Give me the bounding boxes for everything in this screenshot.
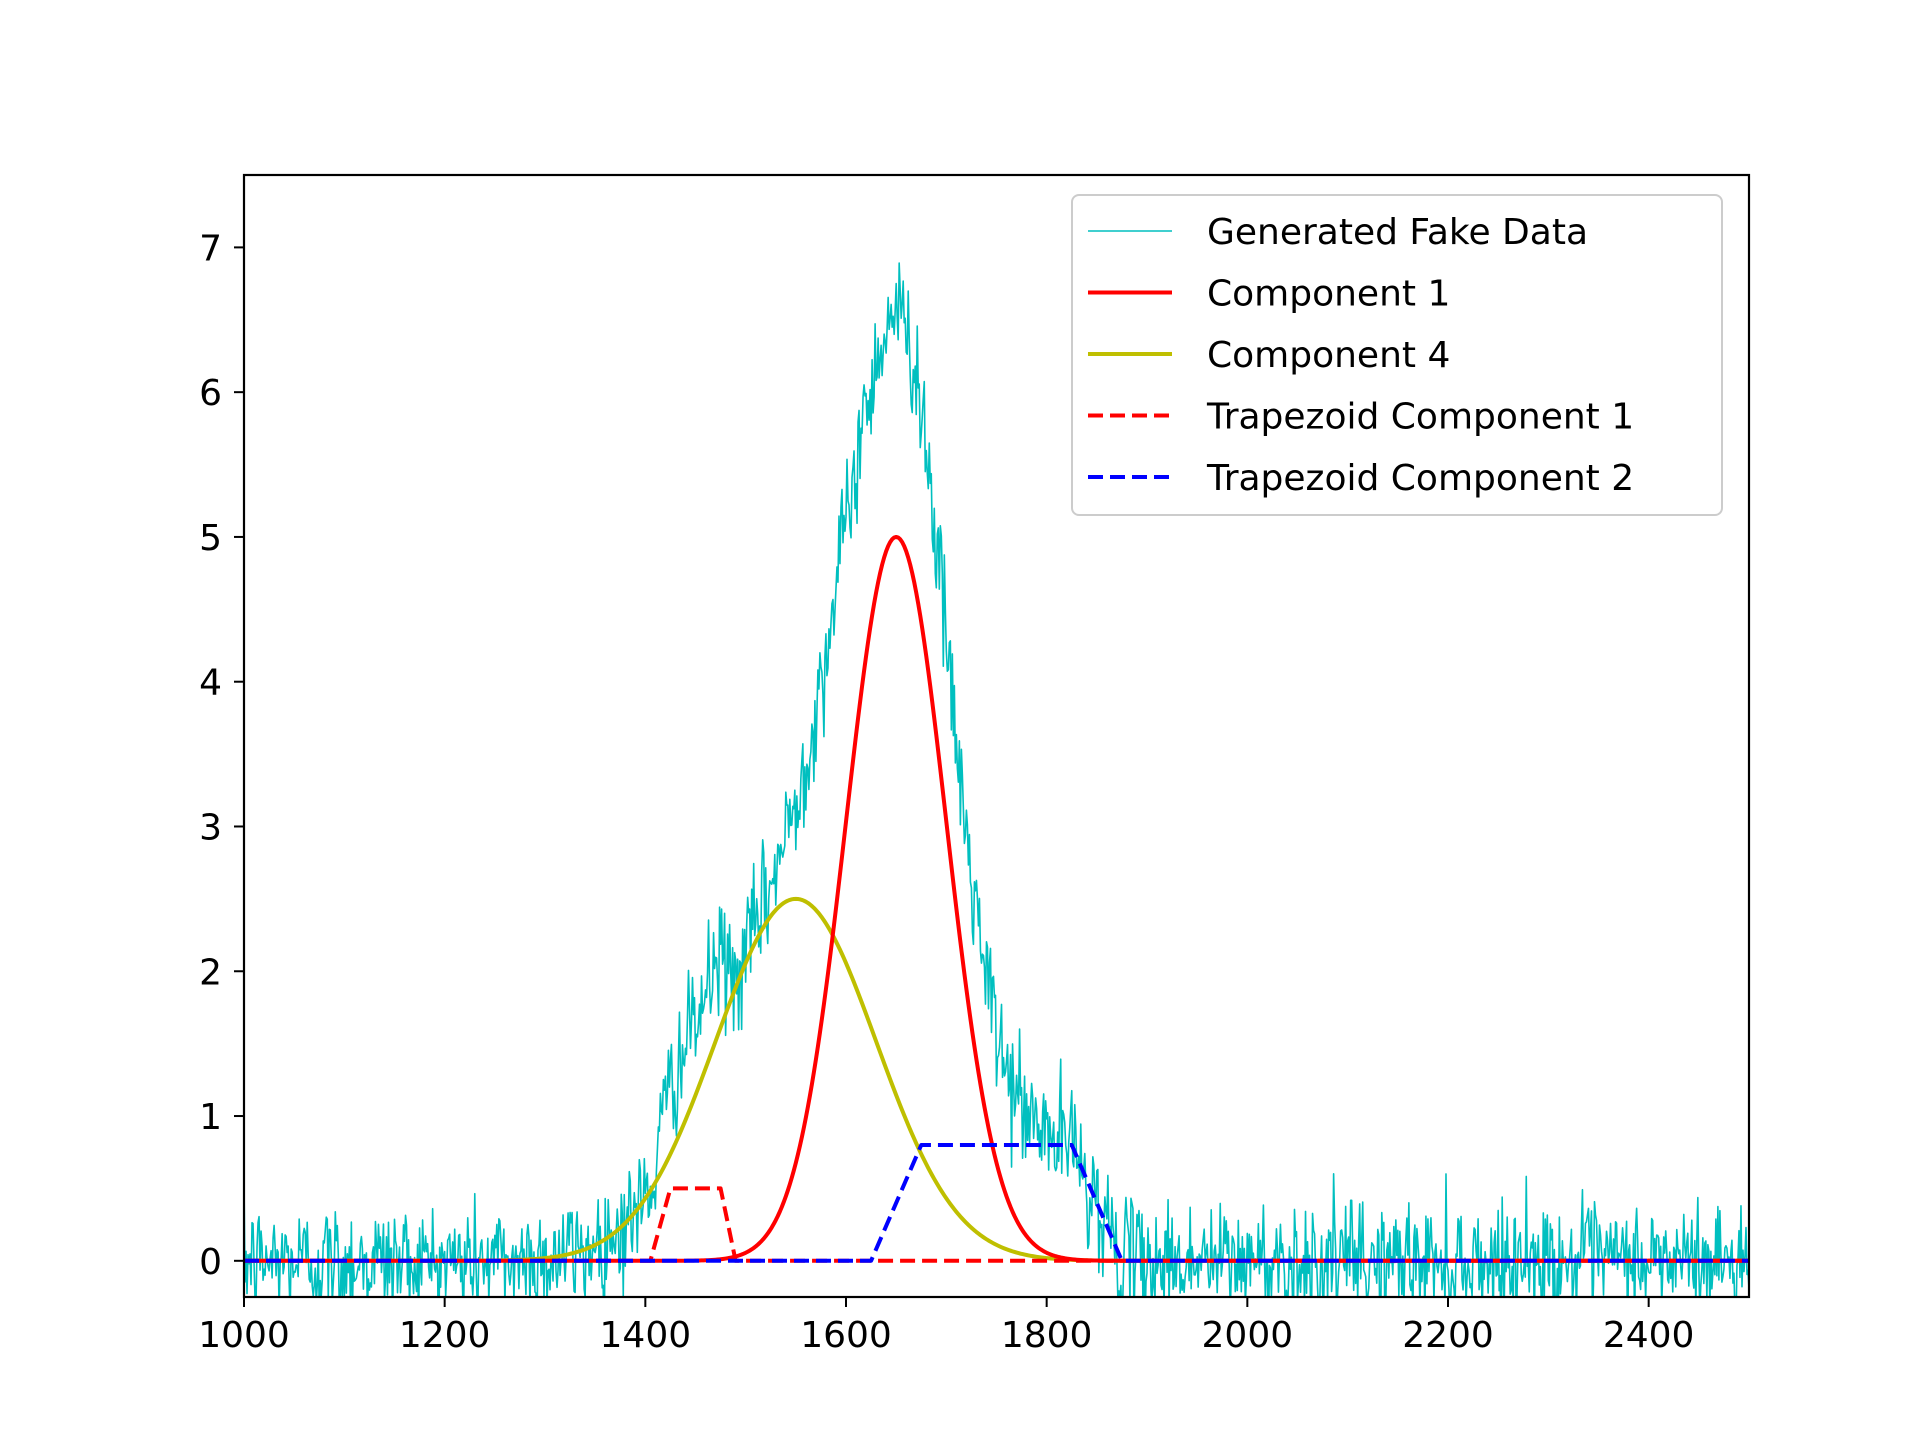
legend-label-trapezoid-component-1: Trapezoid Component 1 bbox=[1206, 397, 1634, 438]
y-tick-label: 5 bbox=[199, 518, 222, 559]
legend-box bbox=[1071, 194, 1723, 516]
x-tick-label: 2000 bbox=[1202, 1315, 1294, 1356]
legend-label-generated-fake-data: Generated Fake Data bbox=[1207, 212, 1588, 253]
x-tick-label: 1600 bbox=[800, 1315, 892, 1356]
legend-label-trapezoid-component-2: Trapezoid Component 2 bbox=[1206, 458, 1634, 499]
y-tick-label: 2 bbox=[199, 952, 222, 993]
plot-frame bbox=[242, 173, 1751, 1299]
y-tick-label: 7 bbox=[199, 228, 222, 269]
y-tick-label: 6 bbox=[199, 373, 222, 414]
x-tick-label: 1400 bbox=[600, 1315, 692, 1356]
x-axis: 1000 1200 1400 1600 1800 2000 2200 2400 bbox=[198, 1297, 1694, 1356]
y-tick-label: 0 bbox=[199, 1242, 222, 1283]
series-component-1 bbox=[244, 534, 1749, 1263]
y-tick-label: 1 bbox=[199, 1097, 222, 1138]
x-tick-label: 1200 bbox=[399, 1315, 491, 1356]
x-tick-label: 1000 bbox=[198, 1315, 290, 1356]
y-tick-label: 3 bbox=[199, 807, 222, 848]
plot-lines-group bbox=[244, 262, 1749, 1297]
x-tick-label: 1800 bbox=[1001, 1315, 1093, 1356]
legend-label-component-1: Component 1 bbox=[1207, 274, 1450, 315]
y-axis: 0 1 2 3 4 5 6 7 bbox=[199, 228, 244, 1283]
x-tick-label: 2400 bbox=[1603, 1315, 1695, 1356]
series-trapezoid-component-2 bbox=[244, 1142, 1749, 1263]
x-tick-label: 2200 bbox=[1402, 1315, 1494, 1356]
series-generated-fake-data bbox=[244, 262, 1749, 1297]
legend-label-component-4: Component 4 bbox=[1207, 335, 1450, 376]
legend: Generated Fake Data Component 1 Component … bbox=[1071, 194, 1723, 516]
y-tick-label: 4 bbox=[199, 663, 222, 704]
